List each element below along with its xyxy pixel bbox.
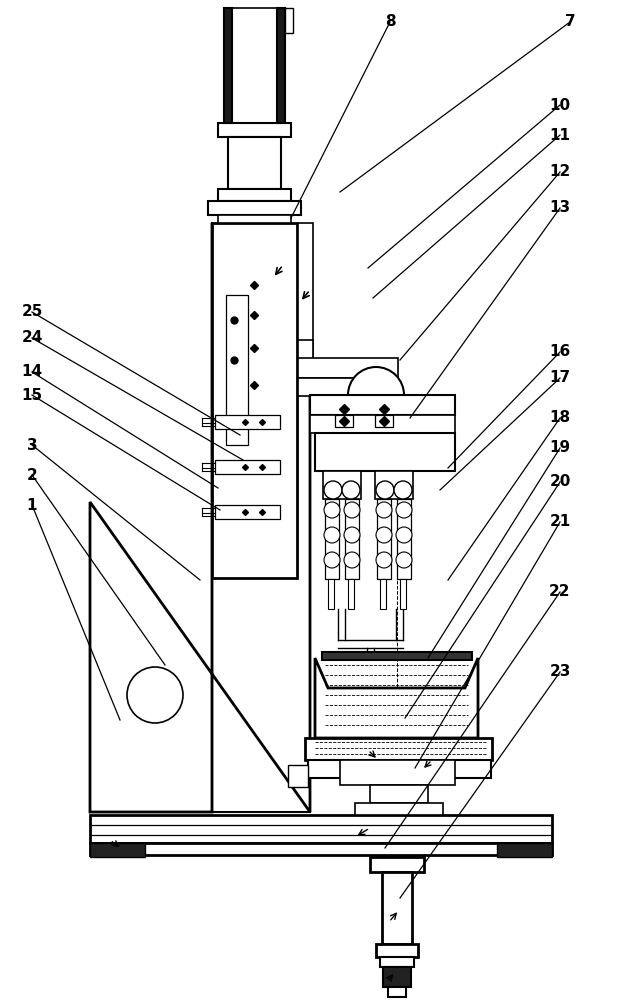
Bar [397, 499, 411, 579]
Text: 19: 19 [550, 440, 571, 456]
Bar [383, 967, 411, 987]
Bar [315, 433, 455, 471]
Text: 3: 3 [27, 438, 37, 452]
Circle shape [344, 552, 360, 568]
Bar [288, 765, 308, 787]
Bar [380, 957, 414, 967]
Bar [310, 395, 455, 415]
Bar [298, 378, 398, 396]
Bar [382, 872, 412, 944]
Bar [355, 803, 443, 815]
Bar [377, 499, 391, 579]
Polygon shape [90, 223, 310, 812]
Bar [335, 415, 353, 427]
Bar [328, 579, 334, 609]
Text: 10: 10 [550, 98, 571, 112]
Text: 14: 14 [21, 364, 42, 379]
Text: 20: 20 [550, 475, 571, 489]
Bar [277, 8, 285, 123]
Bar [90, 843, 145, 857]
Text: 23: 23 [550, 664, 571, 680]
Text: 22: 22 [550, 584, 571, 599]
Bar [370, 785, 428, 803]
Bar [400, 579, 406, 609]
Bar [298, 223, 313, 378]
Circle shape [376, 552, 392, 568]
Bar [497, 843, 552, 857]
Text: 17: 17 [550, 370, 571, 385]
Bar [298, 340, 313, 368]
Bar [90, 815, 552, 843]
Text: 7: 7 [565, 14, 575, 29]
Bar [310, 415, 455, 433]
Circle shape [376, 481, 394, 499]
Text: 16: 16 [550, 344, 571, 360]
Circle shape [348, 367, 404, 423]
Bar [388, 987, 406, 997]
Bar [228, 137, 281, 189]
Circle shape [396, 502, 412, 518]
Bar [298, 358, 398, 378]
Text: 13: 13 [550, 200, 571, 216]
Bar [218, 123, 291, 137]
Text: 25: 25 [21, 304, 42, 320]
Bar [226, 295, 248, 445]
Bar [224, 8, 232, 123]
Text: 12: 12 [550, 164, 571, 180]
Circle shape [127, 667, 183, 723]
Bar [323, 471, 361, 499]
Bar [308, 760, 491, 778]
Circle shape [376, 527, 392, 543]
Bar [375, 415, 393, 427]
Circle shape [324, 552, 340, 568]
Circle shape [344, 502, 360, 518]
Bar [215, 505, 280, 519]
Text: 2: 2 [26, 468, 37, 483]
Polygon shape [315, 658, 478, 738]
Bar [305, 738, 492, 760]
Text: 15: 15 [21, 387, 42, 402]
Circle shape [376, 502, 392, 518]
Bar [376, 944, 418, 957]
Text: 21: 21 [550, 514, 571, 530]
Text: 8: 8 [385, 14, 395, 29]
Circle shape [324, 481, 342, 499]
Bar [215, 415, 280, 429]
Text: 24: 24 [21, 330, 42, 346]
Bar [370, 857, 424, 872]
Bar [322, 652, 472, 660]
Bar [285, 8, 293, 33]
Circle shape [396, 527, 412, 543]
Text: 1: 1 [27, 497, 37, 512]
Bar [375, 471, 413, 499]
Bar [345, 499, 359, 579]
Bar [208, 201, 301, 215]
Circle shape [324, 527, 340, 543]
Bar [212, 223, 297, 578]
Bar [218, 189, 291, 201]
Text: 18: 18 [550, 410, 571, 426]
Circle shape [324, 502, 340, 518]
Bar [218, 215, 291, 223]
Text: 11: 11 [550, 127, 571, 142]
Circle shape [396, 552, 412, 568]
Bar [325, 499, 339, 579]
Bar [215, 460, 280, 474]
Bar [380, 579, 386, 609]
Bar [340, 760, 455, 785]
Bar [232, 8, 277, 123]
Bar [348, 579, 354, 609]
Circle shape [344, 527, 360, 543]
Bar [90, 843, 552, 855]
Circle shape [394, 481, 412, 499]
Circle shape [342, 481, 360, 499]
